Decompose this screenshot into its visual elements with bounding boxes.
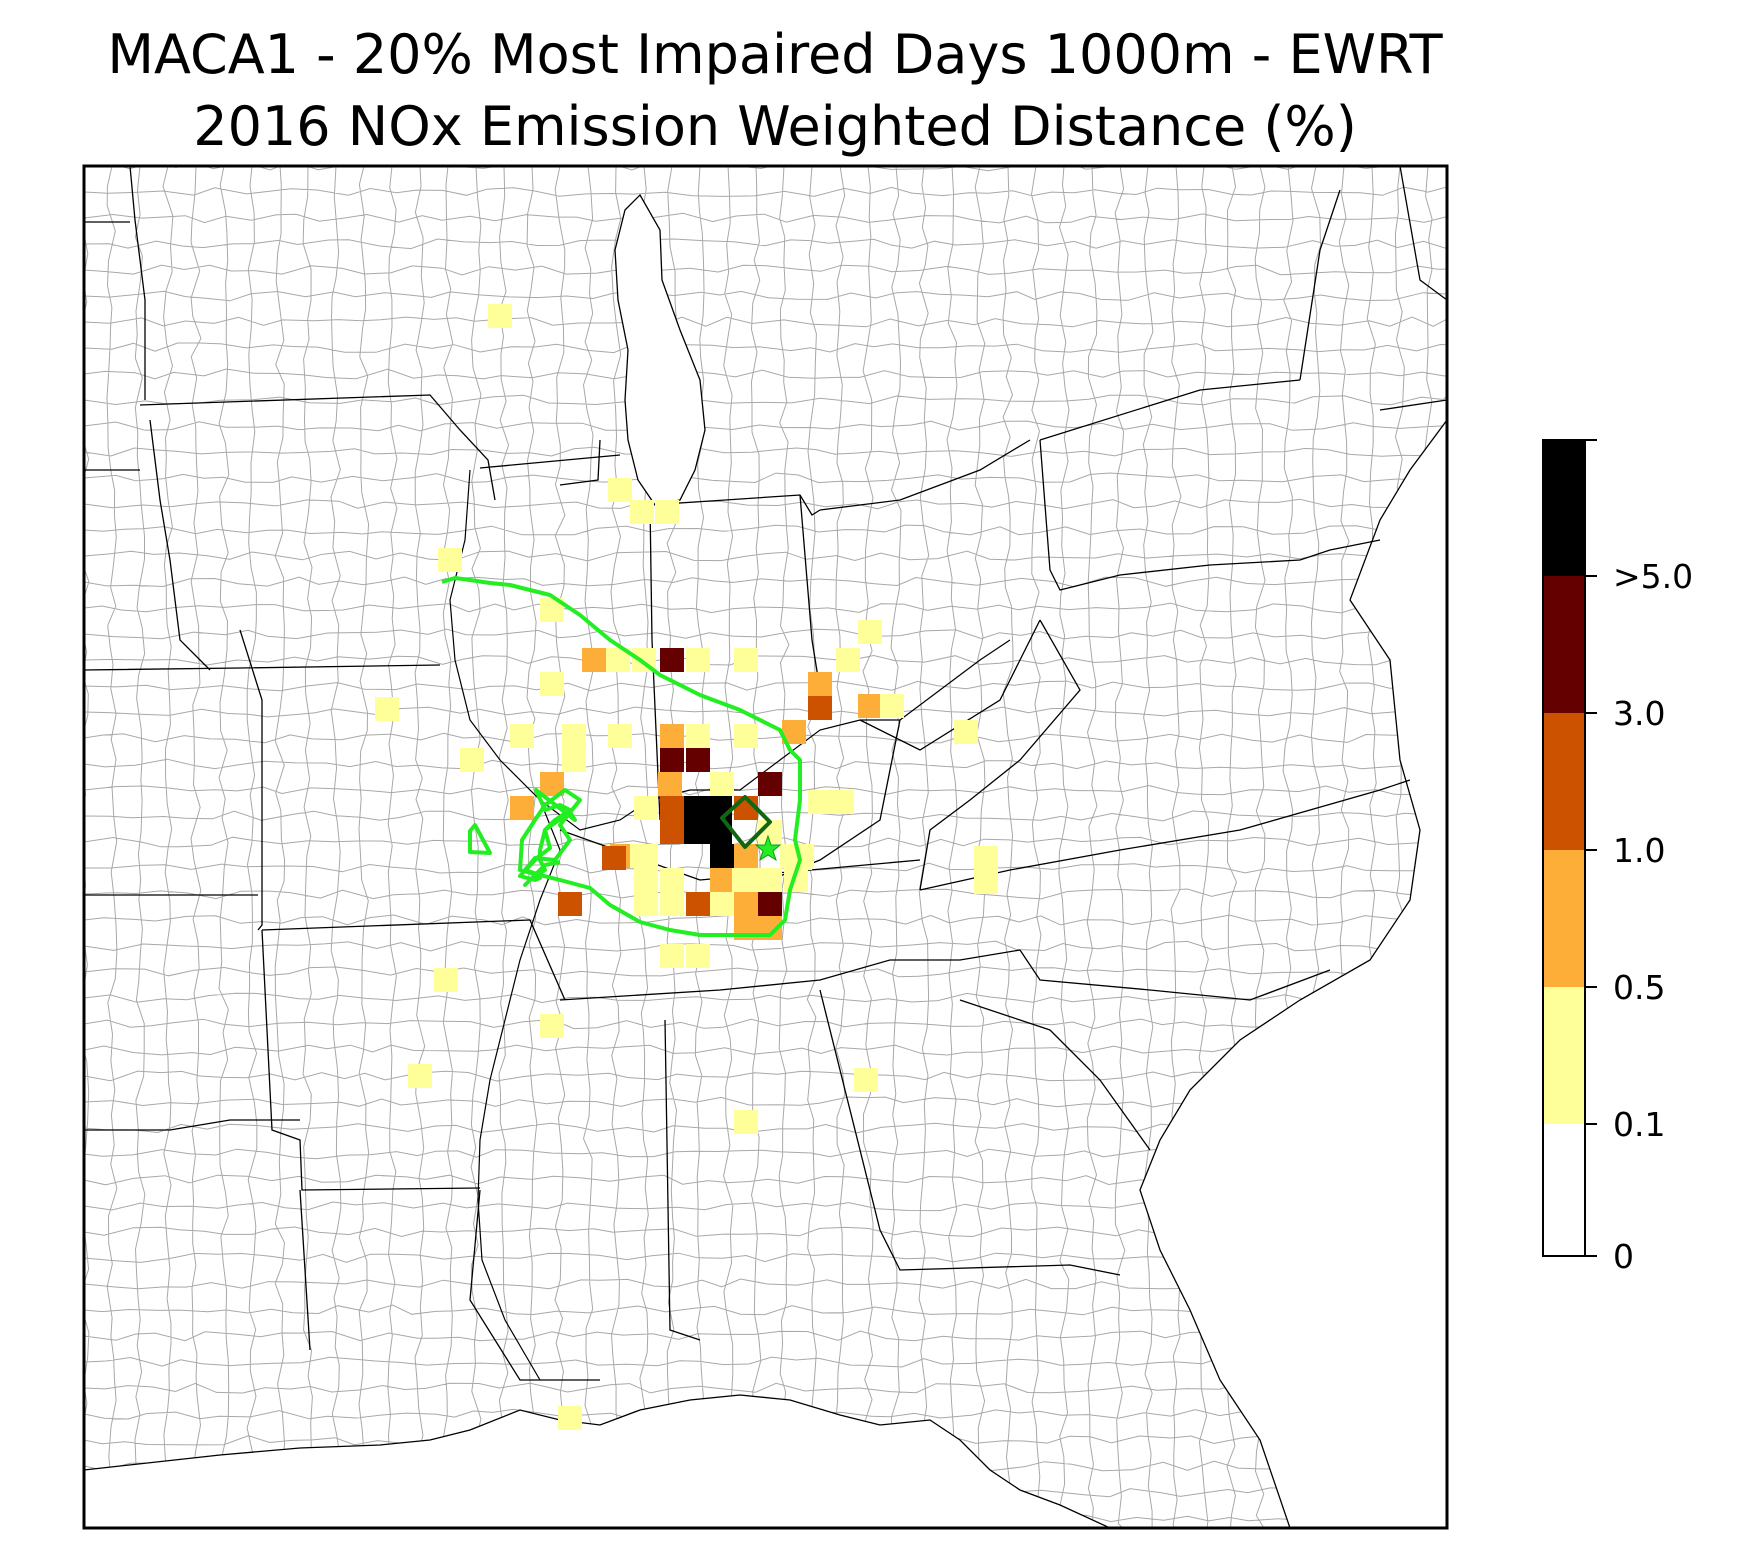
emission-cell bbox=[660, 868, 684, 892]
emission-cell bbox=[782, 844, 806, 868]
outer-contour bbox=[441, 576, 802, 937]
emission-cell bbox=[602, 846, 626, 870]
map-frame bbox=[82, 164, 1449, 1530]
emission-cell bbox=[686, 648, 710, 672]
emission-cell bbox=[858, 620, 882, 644]
colorbar-tick-label: 0.1 bbox=[1613, 1105, 1665, 1144]
emission-cell bbox=[634, 892, 658, 916]
emission-cell bbox=[408, 1064, 432, 1088]
colorbar-tick-label: 1.0 bbox=[1613, 831, 1665, 870]
colorbar: 0 0.1 0.5 1.0 3.0 >5.0 bbox=[1542, 439, 1693, 1276]
emission-cell bbox=[438, 548, 462, 572]
emission-cell bbox=[660, 648, 684, 672]
county-boundaries bbox=[84, 166, 1447, 1528]
emission-cell bbox=[510, 796, 534, 820]
emission-cell bbox=[686, 724, 710, 748]
emission-cell bbox=[660, 820, 684, 844]
emission-cell bbox=[734, 648, 758, 672]
emission-cell bbox=[540, 1014, 564, 1038]
emission-cells bbox=[375, 304, 998, 1430]
emission-cell bbox=[954, 720, 978, 744]
emission-cell bbox=[808, 790, 832, 814]
emission-cell bbox=[558, 892, 582, 916]
rivers bbox=[449, 469, 1011, 1381]
colorbar-segment-3 bbox=[1543, 713, 1585, 850]
emission-cell bbox=[758, 892, 782, 916]
colorbar-frame bbox=[1542, 439, 1586, 1257]
emission-cell bbox=[708, 796, 732, 820]
emission-cell bbox=[608, 478, 632, 502]
colorbar-tick-label: 3.0 bbox=[1613, 694, 1665, 733]
emission-cell bbox=[460, 748, 484, 772]
emission-cell bbox=[710, 868, 734, 892]
emission-cell bbox=[686, 748, 710, 772]
emission-cell bbox=[830, 790, 854, 814]
figure-title-line-1: MACA1 - 20% Most Impaired Days 1000m - E… bbox=[107, 23, 1443, 86]
emission-cell bbox=[582, 648, 606, 672]
colorbar-tick-label: >5.0 bbox=[1613, 557, 1693, 596]
emission-cell bbox=[630, 844, 654, 868]
emission-cell bbox=[686, 944, 710, 968]
emission-cell bbox=[734, 1110, 758, 1134]
emission-cell bbox=[808, 672, 832, 696]
emission-cell bbox=[710, 844, 734, 868]
emission-cell bbox=[858, 694, 882, 718]
colorbar-segment-1 bbox=[1543, 987, 1585, 1124]
colorbar-segment-2 bbox=[1543, 850, 1585, 987]
emission-cell bbox=[854, 1068, 878, 1092]
emission-cell bbox=[660, 944, 684, 968]
emission-cell bbox=[434, 968, 458, 992]
emission-cell bbox=[660, 748, 684, 772]
emission-cell bbox=[758, 772, 782, 796]
figure-title-line-2: 2016 NOx Emission Weighted Distance (%) bbox=[193, 95, 1357, 158]
inner-contour bbox=[720, 795, 772, 849]
emission-cell bbox=[974, 870, 998, 894]
emission-cell bbox=[684, 796, 708, 820]
emission-cell bbox=[710, 772, 734, 796]
emission-cell bbox=[510, 724, 534, 748]
emission-cell bbox=[634, 868, 658, 892]
emission-cell bbox=[974, 846, 998, 870]
colorbar-segment-5 bbox=[1543, 440, 1585, 576]
emission-cell bbox=[660, 724, 684, 748]
emission-cell bbox=[658, 772, 682, 796]
emission-cell bbox=[608, 724, 632, 748]
colorbar-tick-label: 0 bbox=[1613, 1237, 1634, 1276]
emission-cell bbox=[880, 694, 904, 718]
emission-cell bbox=[836, 648, 860, 672]
gulf-of-mexico bbox=[84, 1394, 1111, 1528]
state-boundaries bbox=[84, 166, 1447, 1381]
emission-cell bbox=[808, 696, 832, 720]
emission-cell bbox=[655, 500, 679, 524]
emission-cell bbox=[558, 1406, 582, 1430]
emission-cell bbox=[710, 892, 734, 916]
colorbar-segment-0 bbox=[1543, 1124, 1585, 1256]
emission-cell bbox=[660, 892, 684, 916]
emission-cell bbox=[758, 868, 782, 892]
emission-cell bbox=[734, 892, 758, 916]
emission-cell bbox=[630, 500, 654, 524]
colorbar-segment-4 bbox=[1543, 576, 1585, 713]
atlantic-ocean bbox=[1139, 166, 1447, 1528]
emission-cell bbox=[634, 796, 658, 820]
emission-cell bbox=[684, 820, 708, 844]
site-star-marker bbox=[754, 834, 782, 862]
emission-cell bbox=[375, 697, 399, 721]
emission-cell bbox=[488, 304, 512, 328]
emission-cell bbox=[562, 724, 586, 748]
emission-cell bbox=[734, 724, 758, 748]
emission-cell bbox=[732, 868, 756, 892]
emission-cell bbox=[540, 672, 564, 696]
emission-cell bbox=[660, 796, 684, 820]
small-contour bbox=[468, 823, 492, 855]
colorbar-tick-label: 0.5 bbox=[1613, 968, 1665, 1007]
emission-cell bbox=[562, 748, 586, 772]
emission-cell bbox=[686, 892, 710, 916]
